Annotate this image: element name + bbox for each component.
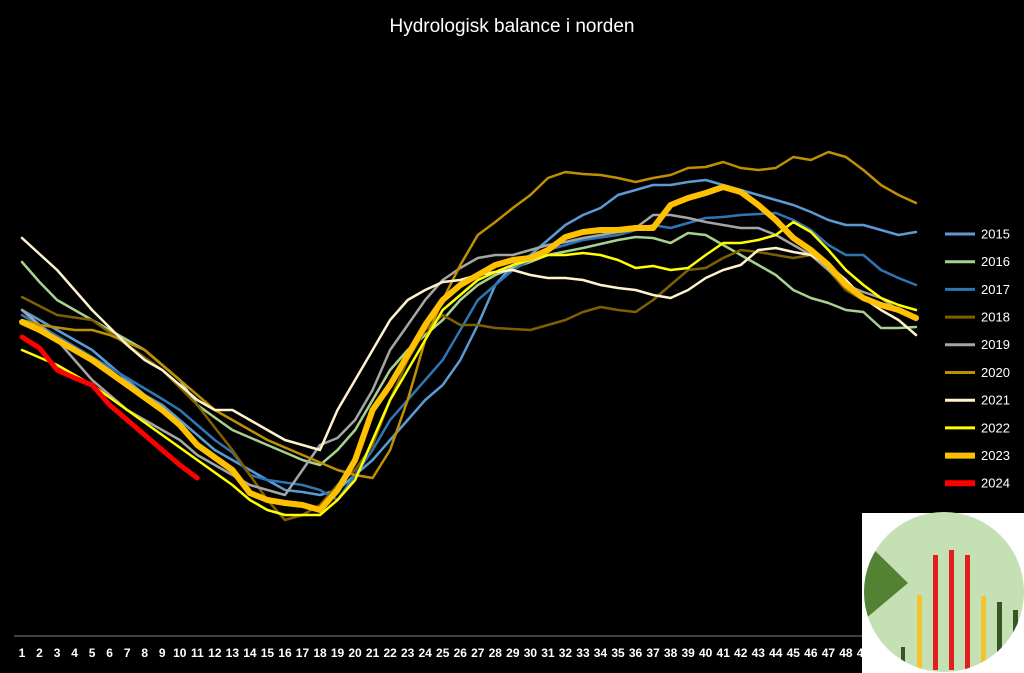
- x-tick-label: 19: [331, 646, 345, 660]
- x-tick-label: 37: [646, 646, 660, 660]
- x-tick-label: 44: [769, 646, 783, 660]
- legend-label: 2019: [981, 337, 1010, 352]
- x-tick-label: 27: [471, 646, 485, 660]
- x-tick-label: 29: [506, 646, 520, 660]
- x-tick-label: 22: [383, 646, 397, 660]
- x-tick-label: 43: [752, 646, 766, 660]
- x-tick-label: 30: [524, 646, 538, 660]
- x-tick-label: 40: [699, 646, 713, 660]
- x-tick-label: 14: [243, 646, 257, 660]
- x-tick-label: 48: [839, 646, 853, 660]
- legend-label: 2024: [981, 476, 1010, 491]
- x-tick-label: 9: [159, 646, 166, 660]
- x-tick-label: 38: [664, 646, 678, 660]
- x-tick-label: 41: [717, 646, 731, 660]
- legend-label: 2021: [981, 393, 1010, 408]
- legend-label: 2015: [981, 226, 1010, 241]
- x-tick-label: 36: [629, 646, 643, 660]
- series-line: [19, 184, 919, 513]
- x-tick-label: 7: [124, 646, 131, 660]
- x-tick-label: 39: [681, 646, 695, 660]
- x-tick-label: 28: [489, 646, 503, 660]
- x-tick-label: 25: [436, 646, 450, 660]
- x-tick-label: 26: [454, 646, 468, 660]
- x-tick-label: 3: [54, 646, 61, 660]
- x-tick-label: 11: [191, 646, 204, 660]
- x-tick-label: 17: [296, 646, 310, 660]
- series-line: [20, 220, 918, 517]
- legend-label: 2023: [981, 448, 1010, 463]
- x-tick-label: 20: [348, 646, 362, 660]
- x-tick-label: 12: [208, 646, 222, 660]
- x-tick-label: 33: [576, 646, 590, 660]
- legend-label: 2020: [981, 365, 1010, 380]
- series-line: [19, 334, 200, 481]
- x-tick-label: 47: [822, 646, 836, 660]
- x-tick-label: 10: [173, 646, 187, 660]
- x-tick-label: 2: [36, 646, 43, 660]
- x-tick-label: 8: [141, 646, 148, 660]
- chart-title: Hydrologisk balance i norden: [389, 16, 634, 37]
- x-tick-label: 4: [71, 646, 78, 660]
- legend-label: 2016: [981, 254, 1010, 269]
- legend-label: 2017: [981, 282, 1010, 297]
- series-line: [20, 213, 918, 497]
- x-tick-label: 45: [787, 646, 801, 660]
- series-line: [20, 178, 918, 497]
- x-tick-label: 34: [594, 646, 608, 660]
- series-line: [20, 150, 918, 480]
- x-tick-label: 23: [401, 646, 415, 660]
- x-tick-label: 6: [106, 646, 113, 660]
- x-tick-label: 13: [226, 646, 240, 660]
- x-tick-label: 5: [89, 646, 96, 660]
- x-tick-label: 32: [559, 646, 573, 660]
- legend-label: 2018: [981, 310, 1010, 325]
- x-tick-label: 21: [366, 646, 380, 660]
- legend-label: 2022: [981, 420, 1010, 435]
- x-tick-label: 18: [313, 646, 327, 660]
- x-tick-label: 42: [734, 646, 748, 660]
- x-tick-label: 35: [611, 646, 625, 660]
- x-tick-label: 31: [541, 646, 555, 660]
- x-tick-label: 16: [278, 646, 292, 660]
- x-tick-label: 15: [261, 646, 275, 660]
- logo: [862, 512, 1024, 673]
- x-tick-label: 46: [804, 646, 818, 660]
- x-tick-label: 1: [19, 646, 26, 660]
- x-tick-label: 24: [419, 646, 433, 660]
